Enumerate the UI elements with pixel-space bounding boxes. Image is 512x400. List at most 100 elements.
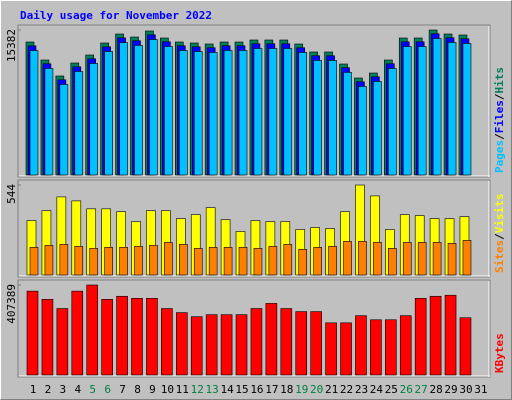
x-tick-label: 9 bbox=[149, 383, 156, 396]
x-tick-label: 13 bbox=[206, 383, 219, 396]
bar bbox=[462, 43, 472, 176]
x-tick-label: 20 bbox=[310, 383, 323, 396]
bar bbox=[283, 244, 293, 276]
bar bbox=[310, 311, 322, 376]
bar bbox=[325, 322, 337, 376]
bar bbox=[119, 247, 128, 276]
x-tick-label: 30 bbox=[459, 383, 472, 396]
legend: KBytes bbox=[493, 333, 506, 373]
bar bbox=[265, 303, 278, 376]
x-tick-label: 18 bbox=[280, 383, 293, 396]
x-tick-label: 10 bbox=[161, 383, 174, 396]
bar bbox=[385, 319, 397, 376]
bar bbox=[402, 242, 412, 276]
chart-title: Daily usage for November 2022 bbox=[20, 9, 212, 22]
x-tick-label: 6 bbox=[104, 383, 111, 396]
bar bbox=[238, 50, 248, 176]
bar bbox=[343, 241, 352, 276]
bar bbox=[238, 247, 248, 276]
bar bbox=[417, 242, 427, 276]
legend-separator: / bbox=[493, 133, 506, 140]
bar bbox=[253, 248, 263, 276]
bar bbox=[205, 314, 218, 376]
bar bbox=[223, 50, 233, 176]
legend: Pages/Files/Hits bbox=[493, 67, 506, 173]
bar bbox=[74, 71, 84, 176]
bar bbox=[373, 81, 382, 176]
bar bbox=[283, 48, 293, 176]
bar bbox=[59, 84, 69, 176]
x-tick-label: 7 bbox=[119, 383, 126, 396]
bar bbox=[134, 246, 143, 276]
x-tick-label: 28 bbox=[429, 383, 442, 396]
bar bbox=[388, 248, 397, 276]
x-tick-label: 4 bbox=[74, 383, 81, 396]
x-tick-label: 14 bbox=[220, 383, 234, 396]
legend-separator: / bbox=[493, 93, 506, 100]
bar bbox=[116, 295, 128, 376]
bar bbox=[313, 247, 322, 276]
x-tick-label: 26 bbox=[400, 383, 413, 396]
x-tick-label: 24 bbox=[370, 383, 384, 396]
x-tick-label: 29 bbox=[444, 383, 457, 396]
bar bbox=[104, 247, 113, 276]
x-tick-label: 22 bbox=[340, 383, 353, 396]
x-tick-label: 8 bbox=[134, 383, 141, 396]
legend-separator: / bbox=[493, 233, 506, 240]
bar bbox=[417, 46, 427, 176]
bar bbox=[298, 249, 308, 276]
x-tick-label: 15 bbox=[235, 383, 248, 396]
bar bbox=[250, 308, 263, 376]
bar bbox=[358, 86, 367, 176]
bar bbox=[414, 297, 427, 376]
legend-entry: Pages bbox=[493, 140, 506, 173]
x-tick-label: 2 bbox=[45, 383, 52, 396]
bar bbox=[444, 294, 457, 376]
x-tick-label: 17 bbox=[265, 383, 278, 396]
x-tick-label: 31 bbox=[474, 383, 487, 396]
bar bbox=[295, 311, 308, 376]
bar bbox=[26, 290, 39, 376]
bar bbox=[208, 52, 218, 176]
bar bbox=[373, 242, 382, 276]
x-tick-label: 11 bbox=[176, 383, 189, 396]
bar bbox=[74, 246, 84, 276]
bar bbox=[429, 295, 442, 376]
bar bbox=[462, 240, 472, 276]
x-tick-label: 25 bbox=[385, 383, 398, 396]
bar bbox=[134, 45, 143, 176]
x-tick-label: 3 bbox=[60, 383, 67, 396]
bar bbox=[164, 242, 173, 276]
bar bbox=[149, 245, 158, 276]
bar bbox=[193, 51, 203, 176]
bar bbox=[71, 290, 84, 376]
bar bbox=[101, 299, 113, 376]
bar bbox=[86, 284, 99, 376]
legend-entry: Visits bbox=[493, 194, 506, 234]
bar bbox=[399, 315, 412, 376]
bar bbox=[313, 60, 322, 176]
bar bbox=[447, 243, 457, 276]
bar bbox=[161, 308, 173, 376]
bar bbox=[447, 42, 457, 176]
y-tick-label: 407389 bbox=[5, 284, 18, 324]
bar bbox=[44, 68, 54, 176]
bar bbox=[268, 246, 278, 276]
bar bbox=[56, 308, 69, 376]
bar bbox=[340, 322, 352, 376]
bar bbox=[280, 308, 293, 376]
bar bbox=[164, 46, 173, 176]
bar bbox=[220, 314, 233, 376]
bar bbox=[41, 299, 54, 376]
bar bbox=[104, 51, 113, 176]
x-tick-label: 19 bbox=[295, 383, 308, 396]
x-tick-label: 16 bbox=[250, 383, 263, 396]
bar bbox=[358, 241, 367, 276]
x-tick-label: 5 bbox=[89, 383, 96, 396]
bar bbox=[179, 244, 188, 276]
bar bbox=[459, 317, 472, 376]
bar bbox=[253, 48, 263, 176]
legend-entry: KBytes bbox=[493, 333, 506, 373]
